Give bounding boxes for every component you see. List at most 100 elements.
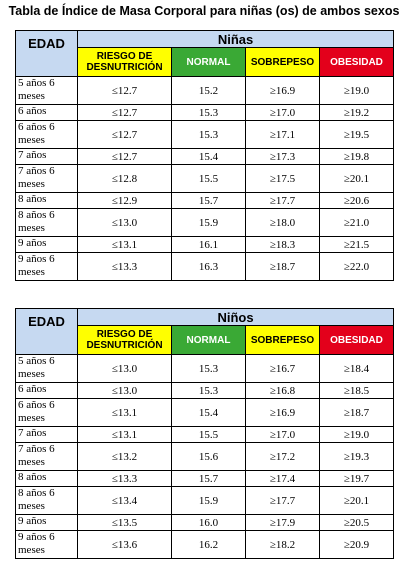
riesgo-cell: ≤13.1: [77, 426, 172, 443]
sobrepeso-header: SOBREPESO: [245, 47, 320, 77]
group-header: Niños: [77, 308, 394, 326]
riesgo-cell: ≤12.7: [77, 76, 172, 105]
normal-cell: 15.4: [171, 398, 246, 427]
riesgo-cell: ≤13.2: [77, 442, 172, 471]
obesidad-cell: ≥19.3: [319, 442, 394, 471]
obesidad-cell: ≥21.5: [318, 236, 395, 253]
normal-cell: 15.6: [171, 442, 246, 471]
riesgo-cell: ≤13.0: [77, 382, 172, 399]
age-cell: 7 años: [15, 426, 78, 443]
obesidad-cell: ≥18.4: [319, 354, 394, 383]
age-cell: 8 años: [15, 470, 78, 487]
age-cell: 8 años 6 meses: [15, 486, 78, 515]
age-cell: 9 años: [15, 514, 78, 531]
age-cell: 6 años 6 meses: [15, 398, 78, 427]
age-cell: 7 años 6 meses: [15, 164, 78, 193]
table-row: 7 años ≤12.7 15.4 ≥17.3 ≥19.8: [15, 148, 395, 165]
table-row: 6 años 6 meses ≤13.1 15.4 ≥16.9 ≥18.7: [15, 398, 394, 427]
riesgo-cell: ≤12.9: [77, 192, 172, 209]
age-cell: 6 años: [15, 382, 78, 399]
obesidad-cell: ≥20.5: [319, 514, 394, 531]
normal-cell: 16.1: [171, 236, 246, 253]
age-cell: 6 años: [15, 104, 78, 121]
table-ninos: EDAD Niños RIESGO DE DESNUTRICIÓN NORMAL…: [15, 308, 394, 559]
obesidad-cell: ≥20.1: [319, 486, 394, 515]
table-row: 9 años 6 meses ≤13.6 16.2 ≥18.2 ≥20.9: [15, 530, 394, 559]
sobrepeso-cell: ≥17.1: [245, 120, 320, 149]
table-ninas: EDAD Niñas RIESGO DE DESNUTRICIÓN NORMAL…: [15, 30, 395, 281]
normal-cell: 16.0: [171, 514, 246, 531]
obesidad-cell: ≥20.6: [318, 192, 395, 209]
age-cell: 9 años: [15, 236, 78, 253]
age-cell: 6 años 6 meses: [15, 120, 78, 149]
edad-header: EDAD: [15, 30, 78, 77]
riesgo-cell: ≤13.1: [77, 398, 172, 427]
normal-cell: 15.3: [171, 120, 246, 149]
obesidad-cell: ≥19.8: [318, 148, 395, 165]
obesidad-cell: ≥22.0: [318, 252, 395, 281]
obesidad-cell: ≥18.5: [319, 382, 394, 399]
obesidad-cell: ≥19.7: [319, 470, 394, 487]
sobrepeso-cell: ≥18.3: [245, 236, 320, 253]
obesidad-cell: ≥20.9: [319, 530, 394, 559]
normal-cell: 15.9: [171, 486, 246, 515]
table-row: 8 años ≤13.3 15.7 ≥17.4 ≥19.7: [15, 470, 394, 487]
riesgo-cell: ≤13.6: [77, 530, 172, 559]
obesidad-cell: ≥19.0: [318, 76, 395, 105]
riesgo-cell: ≤13.3: [77, 252, 172, 281]
table-row: 7 años 6 meses ≤12.8 15.5 ≥17.5 ≥20.1: [15, 164, 395, 193]
table-row: 9 años 6 meses ≤13.3 16.3 ≥18.7 ≥22.0: [15, 252, 395, 281]
obesidad-cell: ≥21.0: [318, 208, 395, 237]
riesgo-header: RIESGO DE DESNUTRICIÓN: [77, 47, 172, 77]
normal-cell: 15.2: [171, 76, 246, 105]
age-cell: 9 años 6 meses: [15, 530, 78, 559]
table-row: 7 años 6 meses ≤13.2 15.6 ≥17.2 ≥19.3: [15, 442, 394, 471]
sobrepeso-header: SOBREPESO: [245, 325, 320, 355]
normal-cell: 15.3: [171, 382, 246, 399]
table-row: 5 años 6 meses ≤13.0 15.3 ≥16.7 ≥18.4: [15, 354, 394, 383]
obesidad-cell: ≥18.7: [319, 398, 394, 427]
table-row: 6 años 6 meses ≤12.7 15.3 ≥17.1 ≥19.5: [15, 120, 395, 149]
riesgo-cell: ≤13.1: [77, 236, 172, 253]
riesgo-cell: ≤13.0: [77, 208, 172, 237]
riesgo-cell: ≤12.8: [77, 164, 172, 193]
riesgo-cell: ≤13.4: [77, 486, 172, 515]
sobrepeso-cell: ≥17.3: [245, 148, 320, 165]
table-row: 9 años ≤13.1 16.1 ≥18.3 ≥21.5: [15, 236, 395, 253]
obesidad-cell: ≥19.0: [319, 426, 394, 443]
sobrepeso-cell: ≥17.0: [245, 104, 320, 121]
obesidad-cell: ≥19.2: [318, 104, 395, 121]
normal-cell: 16.2: [171, 530, 246, 559]
age-cell: 8 años: [15, 192, 78, 209]
sobrepeso-cell: ≥17.7: [245, 486, 320, 515]
table-row: 9 años ≤13.5 16.0 ≥17.9 ≥20.5: [15, 514, 394, 531]
normal-cell: 15.3: [171, 104, 246, 121]
sobrepeso-cell: ≥16.9: [245, 398, 320, 427]
age-cell: 9 años 6 meses: [15, 252, 78, 281]
sobrepeso-cell: ≥16.9: [245, 76, 320, 105]
table-row: 5 años 6 meses ≤12.7 15.2 ≥16.9 ≥19.0: [15, 76, 395, 105]
sobrepeso-cell: ≥17.9: [245, 514, 320, 531]
age-cell: 7 años: [15, 148, 78, 165]
page-title: Tabla de Índice de Masa Corporal para ni…: [8, 4, 400, 18]
edad-header: EDAD: [15, 308, 78, 355]
normal-cell: 15.7: [171, 470, 246, 487]
sobrepeso-cell: ≥18.7: [245, 252, 320, 281]
normal-cell: 15.5: [171, 426, 246, 443]
sobrepeso-cell: ≥18.0: [245, 208, 320, 237]
table-row: 8 años 6 meses ≤13.4 15.9 ≥17.7 ≥20.1: [15, 486, 394, 515]
obesidad-cell: ≥20.1: [318, 164, 395, 193]
riesgo-cell: ≤13.0: [77, 354, 172, 383]
obesidad-header: OBESIDAD: [319, 325, 394, 355]
normal-header: NORMAL: [171, 47, 246, 77]
normal-cell: 15.7: [171, 192, 246, 209]
normal-cell: 15.3: [171, 354, 246, 383]
riesgo-cell: ≤12.7: [77, 120, 172, 149]
sobrepeso-cell: ≥17.5: [245, 164, 320, 193]
riesgo-cell: ≤13.5: [77, 514, 172, 531]
normal-cell: 15.9: [171, 208, 246, 237]
age-cell: 5 años 6 meses: [15, 354, 78, 383]
sobrepeso-cell: ≥17.7: [245, 192, 320, 209]
table-row: 8 años ≤12.9 15.7 ≥17.7 ≥20.6: [15, 192, 395, 209]
normal-cell: 15.4: [171, 148, 246, 165]
